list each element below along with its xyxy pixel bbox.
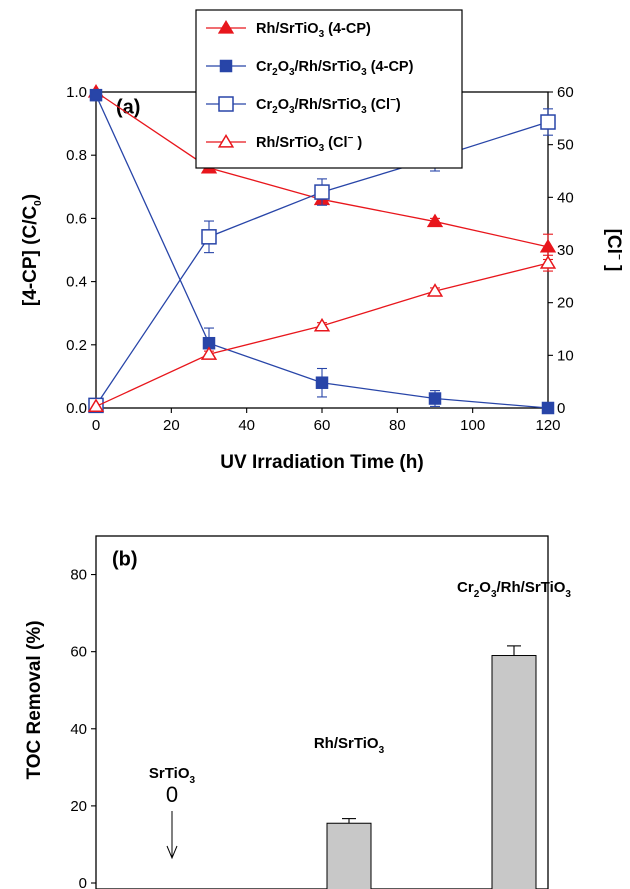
data-point [426, 283, 444, 297]
zero-value-label: 0 [166, 782, 178, 807]
data-point [89, 88, 103, 102]
panel-a-y-right-axis-title: [Cl− ] [603, 229, 624, 272]
bar-group-2: Rh/SrTiO3 [314, 735, 385, 889]
data-point [539, 255, 557, 269]
panel-a-y-left-ticks: 0.0 0.2 0.4 0.6 0.8 1.0 [66, 84, 96, 417]
y-tick-label: 80 [70, 567, 87, 584]
series-4 [87, 254, 557, 413]
panel-a-legend: Rh/SrTiO3 (4-CP) Cr2O3/Rh/SrTiO3 (4-CP) Cr… [195, 9, 463, 169]
legend-entry: Rh/SrTiO3 (Cl− ) [256, 133, 362, 154]
data-point [428, 392, 442, 405]
y-left-tick-label: 0.0 [66, 400, 87, 417]
data-point [87, 398, 105, 413]
data-point [540, 114, 556, 130]
y-tick-label: 60 [70, 644, 87, 661]
y-left-tick-label: 0.6 [66, 210, 87, 227]
bar-category-label: Cr2O3/Rh/SrTiO3 [457, 579, 571, 600]
x-tick-label: 40 [238, 417, 255, 434]
zero-arrow-head [166, 845, 178, 860]
y-left-tick-label: 0.2 [66, 337, 87, 354]
y-right-tick-label: 10 [557, 347, 574, 364]
legend-entry: Cr2O3/Rh/SrTiO3 (Cl−) [256, 95, 401, 116]
y-right-tick-label: 50 [557, 137, 574, 154]
data-point [200, 346, 218, 360]
data-point [541, 401, 555, 415]
panel-a-label: (a) [116, 96, 140, 118]
legend-marker [219, 59, 233, 73]
bar-category-label: SrTiO3 [149, 765, 196, 786]
y-left-tick-label: 1.0 [66, 84, 87, 101]
panel-b-y-ticks: 0 20 40 60 80 [70, 567, 96, 889]
legend-marker [218, 96, 234, 112]
y-right-tick-label: 60 [557, 84, 574, 101]
bar [326, 822, 372, 889]
panel-b-label: (b) [112, 548, 138, 570]
y-right-tick-label: 40 [557, 189, 574, 206]
panel-a-x-axis-title: UV Irradiation Time (h) [220, 452, 423, 473]
y-tick-label: 0 [79, 875, 87, 889]
data-point [313, 317, 331, 332]
data-point [201, 229, 217, 245]
data-point [539, 238, 557, 253]
x-tick-label: 20 [163, 417, 180, 434]
legend-marker [217, 20, 235, 34]
y-tick-label: 20 [70, 798, 87, 815]
y-left-tick-label: 0.8 [66, 147, 87, 164]
data-point [314, 184, 330, 200]
panel-a-y-left-axis-title: [4-CP] (C/C0) [20, 194, 44, 306]
y-left-tick-label: 0.4 [66, 274, 87, 291]
legend-entry: Rh/SrTiO3 (4-CP) [256, 21, 371, 40]
legend-marker [217, 134, 235, 148]
x-tick-label: 80 [389, 417, 406, 434]
x-tick-label: 60 [314, 417, 331, 434]
panel-b-plot-frame [95, 535, 549, 889]
panel-a-x-ticks: 0 20 40 60 80 100 120 [92, 408, 561, 434]
bar [491, 655, 537, 889]
y-right-tick-label: 20 [557, 295, 574, 312]
x-tick-label: 0 [92, 417, 100, 434]
panel-a-line-chart: (a) 0 20 40 60 80 100 120 0.00.20.40.60.81.0 0… [20, 9, 624, 473]
data-point [426, 213, 444, 228]
panel-a-series [87, 84, 557, 415]
x-tick-label: 100 [460, 417, 485, 434]
bar-group-3: Cr2O3/Rh/SrTiO3 [457, 579, 571, 889]
y-right-tick-label: 0 [557, 400, 565, 417]
series-2 [89, 88, 555, 415]
legend-entry: Cr2O3/Rh/SrTiO3 (4-CP) [256, 59, 414, 78]
x-tick-label: 120 [535, 417, 560, 434]
y-tick-label: 40 [70, 721, 87, 738]
data-point [315, 376, 329, 389]
y-right-tick-label: 30 [557, 242, 574, 259]
bar-category-label: Rh/SrTiO3 [314, 735, 385, 756]
panel-b-y-axis-title: TOC Removal (%) [24, 620, 45, 779]
